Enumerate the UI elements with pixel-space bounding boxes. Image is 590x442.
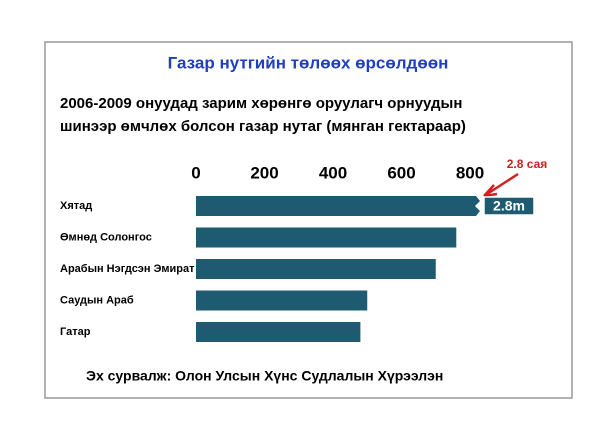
x-tick-label: 0 bbox=[191, 163, 200, 182]
category-label: Арабын Нэгдсэн Эмират bbox=[60, 263, 195, 275]
annotation-arrow bbox=[483, 172, 519, 198]
bar bbox=[196, 259, 436, 279]
category-label: Гатар bbox=[60, 326, 91, 338]
annotation: 2.8 сая bbox=[507, 157, 548, 171]
x-tick-label: 200 bbox=[250, 163, 278, 182]
subtitle: шинээр өмчлөх болсон газар нутаг (мянган… bbox=[60, 118, 466, 135]
category-label: Хятад bbox=[60, 200, 92, 212]
bar bbox=[196, 322, 361, 342]
subtitle: 2006-2009 онуудад зарим хөрөнгө оруулагч… bbox=[60, 95, 462, 112]
x-tick-label: 400 bbox=[319, 163, 347, 182]
bar-break bbox=[476, 194, 485, 218]
x-tick-label: 800 bbox=[456, 163, 484, 182]
value-label: 2.8m bbox=[493, 198, 525, 214]
source: Эх сурвалж: Олон Улсын Хүнс Судлалын Хүр… bbox=[86, 368, 443, 384]
value-label-box bbox=[483, 196, 535, 216]
category-label: Саудын Араб bbox=[60, 294, 134, 306]
bar bbox=[196, 196, 480, 216]
bar bbox=[196, 290, 368, 311]
bar bbox=[196, 227, 457, 248]
chart-title: Газар нутгийн төлөөх өрсөлдөөн bbox=[168, 53, 449, 72]
x-tick-label: 600 bbox=[387, 163, 415, 182]
category-label: Өмнөд Солонгос bbox=[60, 231, 152, 243]
